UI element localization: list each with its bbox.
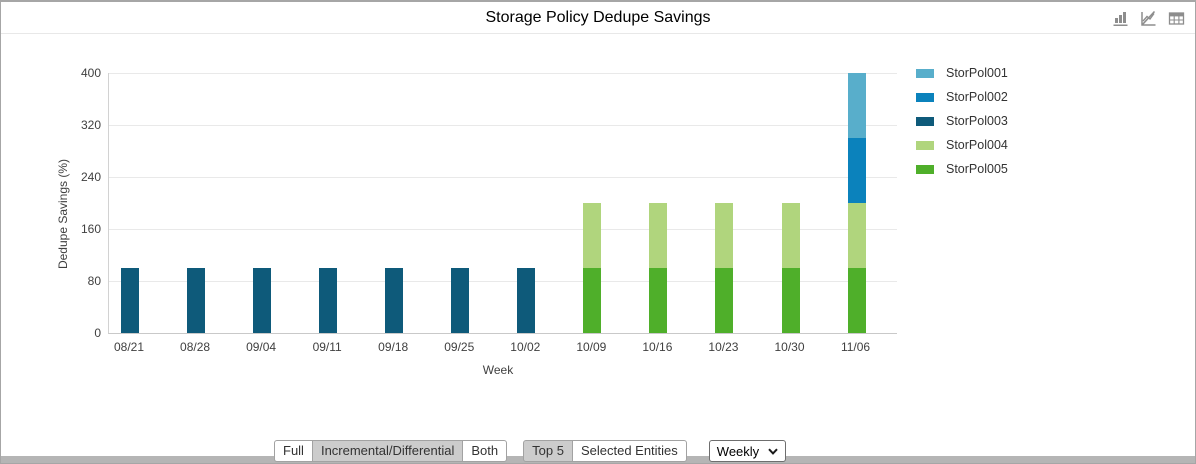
- y-tick-label: 240: [80, 170, 101, 184]
- bar-segment-StorPol004-10/30[interactable]: [781, 203, 800, 268]
- legend-item-StorPol002[interactable]: StorPol002: [916, 89, 1008, 105]
- gridline: [109, 177, 897, 178]
- x-tick-label: 10/30: [774, 340, 805, 354]
- bar-segment-StorPol003-08/28[interactable]: [187, 268, 206, 333]
- x-tick-label: 08/28: [180, 340, 211, 354]
- chevron-down-icon: [768, 448, 778, 455]
- bar-segment-StorPol005-10/16[interactable]: [649, 268, 668, 333]
- x-tick-label: 09/11: [312, 340, 342, 354]
- legend-label: StorPol001: [946, 66, 1008, 80]
- backup-type-button-group: Full Incremental/Differential Both: [274, 440, 508, 462]
- x-tick-label: 10/09: [576, 340, 607, 354]
- bar-segment-StorPol004-10/16[interactable]: [649, 203, 668, 268]
- y-tick-label: 400: [80, 66, 101, 80]
- legend-label: StorPol004: [946, 138, 1008, 152]
- x-axis-title: Week: [482, 363, 514, 377]
- legend-label: StorPol003: [946, 114, 1008, 128]
- legend-swatch: [916, 116, 934, 126]
- legend-item-StorPol003[interactable]: StorPol003: [916, 113, 1008, 129]
- legend-swatch: [916, 92, 934, 102]
- interval-select-value: Weekly: [716, 443, 760, 459]
- panel-header: Storage Policy Dedupe Savings: [1, 2, 1195, 34]
- selected-entities-button[interactable]: Selected Entities: [571, 440, 687, 462]
- bar-segment-StorPol003-09/18[interactable]: [385, 268, 404, 333]
- interval-select[interactable]: Weekly: [708, 440, 787, 462]
- gridline: [109, 73, 897, 74]
- legend-label: StorPol002: [946, 90, 1008, 104]
- legend-label: StorPol005: [946, 162, 1008, 176]
- report-controls: Full Incremental/Differential Both Top 5 Se…: [274, 440, 787, 462]
- bar-segment-StorPol004-10/09[interactable]: [583, 203, 602, 268]
- chart-plot-area: [108, 73, 897, 334]
- legend-item-StorPol001[interactable]: StorPol001: [916, 65, 1008, 81]
- bar-segment-StorPol005-10/09[interactable]: [583, 268, 602, 333]
- y-tick-label: 0: [94, 326, 101, 340]
- x-tick-label: 10/02: [510, 340, 541, 354]
- bar-segment-StorPol004-10/23[interactable]: [715, 203, 734, 268]
- bar-segment-StorPol002-11/06[interactable]: [847, 138, 866, 203]
- gridline: [109, 281, 897, 282]
- both-button[interactable]: Both: [462, 440, 508, 462]
- legend-swatch: [916, 140, 934, 150]
- x-tick-label: 09/25: [444, 340, 475, 354]
- bar-chart-view-icon[interactable]: [1112, 10, 1129, 27]
- header-icons: [1112, 10, 1185, 27]
- x-tick-label: 09/18: [378, 340, 409, 354]
- y-tick-label: 320: [80, 118, 101, 132]
- top-5-button[interactable]: Top 5: [523, 440, 573, 462]
- legend-item-StorPol004[interactable]: StorPol004: [916, 137, 1008, 153]
- page-title: Storage Policy Dedupe Savings: [485, 9, 711, 26]
- chart-legend: StorPol001 StorPol002 StorPol003 StorPol004…: [916, 65, 1008, 185]
- x-tick-label: 09/04: [246, 340, 277, 354]
- table-view-icon[interactable]: [1168, 10, 1185, 27]
- bar-segment-StorPol003-09/04[interactable]: [253, 268, 272, 333]
- hide-chart-icon[interactable]: [1140, 10, 1157, 27]
- x-tick-label: 11/06: [840, 340, 871, 354]
- gridline: [109, 125, 897, 126]
- bar-segment-StorPol003-09/25[interactable]: [451, 268, 470, 333]
- y-tick-label: 80: [87, 274, 101, 288]
- legend-swatch: [916, 68, 934, 78]
- legend-item-StorPol005[interactable]: StorPol005: [916, 161, 1008, 177]
- gridline: [109, 229, 897, 230]
- bar-segment-StorPol004-11/06[interactable]: [847, 203, 866, 268]
- incremental-differential-button[interactable]: Incremental/Differential: [311, 440, 464, 462]
- bar-segment-StorPol005-11/06[interactable]: [847, 268, 866, 333]
- bar-segment-StorPol005-10/23[interactable]: [715, 268, 734, 333]
- bar-segment-StorPol003-10/02[interactable]: [517, 268, 536, 333]
- x-tick-label: 10/16: [642, 340, 673, 354]
- x-tick-label: 08/21: [113, 340, 145, 354]
- bar-segment-StorPol003-08/21[interactable]: [121, 268, 139, 333]
- bar-segment-StorPol001-11/06[interactable]: [847, 73, 866, 138]
- full-button[interactable]: Full: [274, 440, 313, 462]
- entity-button-group: Top 5 Selected Entities: [523, 440, 687, 462]
- y-tick-label: 160: [80, 222, 101, 236]
- x-tick-label: 10/23: [708, 340, 739, 354]
- bar-segment-StorPol005-10/30[interactable]: [781, 268, 800, 333]
- legend-swatch: [916, 164, 934, 174]
- bar-segment-StorPol003-09/11[interactable]: [319, 268, 338, 333]
